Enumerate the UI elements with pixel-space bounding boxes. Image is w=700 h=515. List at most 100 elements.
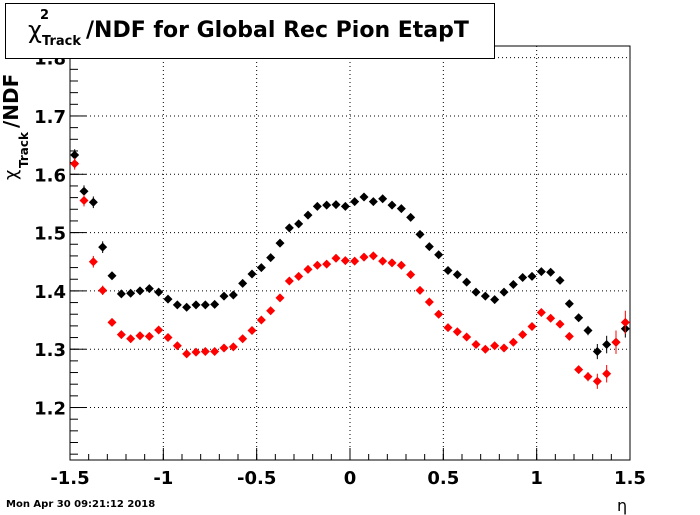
data-point	[182, 302, 192, 312]
data-point	[135, 331, 145, 341]
data-point	[163, 333, 173, 343]
data-point	[415, 229, 425, 239]
data-point	[499, 287, 509, 297]
data-point	[303, 210, 313, 220]
x-tick-label: -1	[153, 468, 173, 489]
data-point	[256, 263, 266, 273]
data-point	[443, 265, 453, 275]
x-tick-label: 1	[530, 468, 543, 489]
data-point	[602, 369, 612, 379]
data-point	[98, 285, 108, 295]
data-point	[480, 291, 490, 301]
data-point	[406, 270, 416, 280]
data-point	[611, 337, 621, 347]
data-point	[508, 337, 518, 347]
data-point	[219, 291, 229, 301]
data-point	[452, 327, 462, 337]
data-point	[154, 287, 164, 297]
data-point	[275, 238, 285, 248]
data-point	[350, 197, 360, 207]
data-point	[107, 271, 117, 281]
title-subscript: Track	[42, 34, 81, 49]
data-point	[555, 319, 565, 329]
data-point	[70, 159, 80, 169]
data-point	[368, 251, 378, 261]
data-point	[247, 326, 257, 336]
data-point	[126, 288, 136, 298]
data-point	[508, 279, 518, 289]
plot-frame	[69, 45, 631, 461]
x-tick-label: 1.5	[614, 468, 646, 489]
data-point	[116, 289, 126, 299]
axis-ticks	[69, 45, 631, 460]
data-point	[182, 349, 192, 359]
data-point	[191, 300, 201, 310]
data-point	[602, 340, 612, 350]
data-point	[490, 295, 500, 305]
data-point	[228, 290, 238, 300]
y-label-subscript: Track	[17, 132, 31, 168]
data-point	[266, 306, 276, 316]
data-point	[126, 334, 136, 344]
data-point	[191, 347, 201, 357]
data-point	[163, 294, 173, 304]
data-point	[107, 317, 117, 327]
data-point	[256, 315, 266, 325]
data-point	[583, 372, 593, 382]
data-point	[331, 253, 341, 263]
data-point	[70, 150, 80, 160]
data-point	[172, 300, 182, 310]
data-point	[574, 365, 584, 375]
data-point	[79, 196, 89, 206]
data-point	[284, 223, 294, 233]
data-point	[88, 197, 98, 207]
data-point	[172, 341, 182, 351]
title-chi: χ	[28, 16, 42, 44]
data-point	[79, 186, 89, 196]
y-label-chi: χ	[1, 169, 22, 180]
data-point	[536, 267, 546, 277]
data-point	[536, 307, 546, 317]
data-series-0	[70, 149, 630, 360]
data-point	[620, 317, 630, 327]
data-point	[546, 267, 556, 277]
y-tick-label: 1.5	[34, 224, 66, 245]
grid-lines	[70, 46, 630, 460]
data-point	[135, 286, 145, 296]
timestamp: Mon Apr 30 09:21:12 2018	[6, 499, 156, 510]
data-point	[462, 277, 472, 287]
x-tick-label: 0.5	[427, 468, 459, 489]
data-point	[238, 278, 248, 288]
data-point	[564, 331, 574, 341]
data-point	[592, 376, 602, 386]
data-point	[368, 197, 378, 207]
data-point	[424, 242, 434, 252]
data-point	[144, 284, 154, 294]
data-point	[210, 299, 220, 309]
tick-labels: -1.5 -1 -0.5 0 0.5 1 1.51.21.31.41.51.61.71.8	[34, 49, 646, 489]
data-point	[200, 347, 210, 357]
data-point	[387, 258, 397, 268]
y-tick-label: 1.7	[34, 107, 66, 128]
y-tick-label: 1.2	[34, 399, 66, 420]
data-point	[555, 275, 565, 285]
data-point	[294, 219, 304, 229]
data-point	[406, 212, 416, 222]
data-point	[462, 332, 472, 342]
data-point	[518, 330, 528, 340]
data-point	[527, 271, 537, 281]
data-point	[116, 330, 126, 340]
title-box: χ 2 Track /NDF for Global Rec Pion EtapT	[5, 3, 495, 59]
data-point	[340, 256, 350, 266]
data-point	[322, 200, 332, 210]
data-point	[312, 201, 322, 211]
data-point	[434, 250, 444, 260]
data-point	[154, 325, 164, 335]
data-points	[70, 149, 630, 389]
x-tick-label: -0.5	[237, 468, 276, 489]
data-series-1	[70, 157, 630, 389]
data-point	[200, 300, 210, 310]
data-point	[350, 256, 360, 266]
y-tick-label: 1.4	[34, 282, 66, 303]
